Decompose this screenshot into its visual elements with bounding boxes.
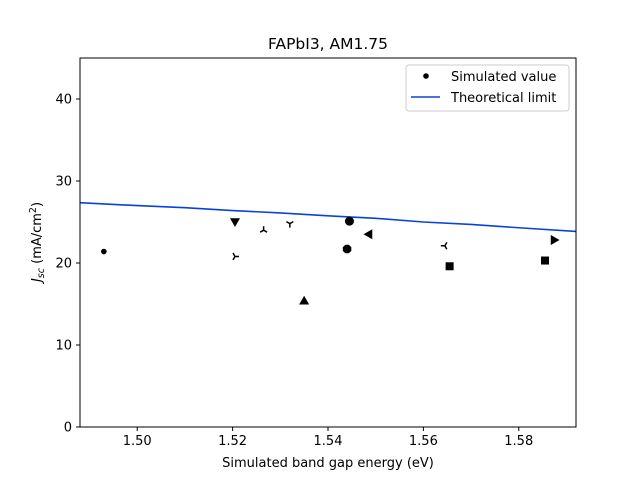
y-axis-label-unit-close: ): [30, 202, 45, 207]
data-point-triangle-down: [230, 218, 240, 227]
data-point-circle: [344, 216, 354, 226]
data-point-tri-up: [259, 226, 268, 233]
chart-title: FAPbI3, AM1.75: [268, 35, 388, 53]
y-axis-label-exponent: 2: [28, 207, 39, 213]
theoretical-limit-layer: [79, 201, 577, 233]
y-tick-label: 30: [55, 175, 72, 190]
y-axis-label: Jsc (mA/cm2): [28, 202, 47, 285]
data-point-tri-down: [286, 220, 294, 228]
y-axis-ticks: 0 10 20 30 40: [55, 93, 80, 436]
data-point-triangle-right: [550, 235, 560, 246]
x-tick-label: 1.54: [314, 434, 343, 449]
y-axis-label-symbol: J: [30, 278, 45, 285]
data-point-octagon: [342, 244, 352, 254]
y-axis-label-subscript: sc: [36, 267, 47, 278]
legend-theoretical-label: Theoretical limit: [450, 91, 556, 106]
x-tick-label: 1.52: [218, 434, 247, 449]
y-axis-label-unit: (mA/cm: [30, 213, 45, 268]
data-point-tri-right: [232, 252, 239, 261]
data-point-triangle-up: [299, 295, 310, 305]
data-point-tri-left: [440, 241, 448, 250]
y-tick-label: 20: [55, 257, 72, 272]
x-axis-ticks: 1.50 1.52 1.54 1.56 1.58: [123, 427, 533, 449]
x-axis-label: Simulated band gap energy (eV): [222, 456, 434, 471]
y-tick-label: 40: [55, 93, 72, 108]
x-tick-label: 1.56: [409, 434, 438, 449]
data-point-square: [541, 256, 549, 265]
theoretical-limit-line: [79, 201, 577, 233]
y-tick-label: 0: [64, 421, 72, 436]
legend: Simulated value Theoretical limit: [405, 64, 570, 112]
legend-box: [405, 64, 570, 112]
legend-simulated-marker: [423, 73, 429, 79]
x-tick-label: 1.50: [123, 434, 152, 449]
y-tick-label: 10: [55, 339, 72, 354]
simulated-points-layer: [101, 216, 560, 305]
x-tick-label: 1.58: [504, 434, 533, 449]
data-point-square: [445, 262, 454, 271]
data-point-triangle-left: [363, 229, 373, 240]
data-point-point: [101, 248, 107, 255]
legend-simulated-label: Simulated value: [451, 70, 556, 85]
